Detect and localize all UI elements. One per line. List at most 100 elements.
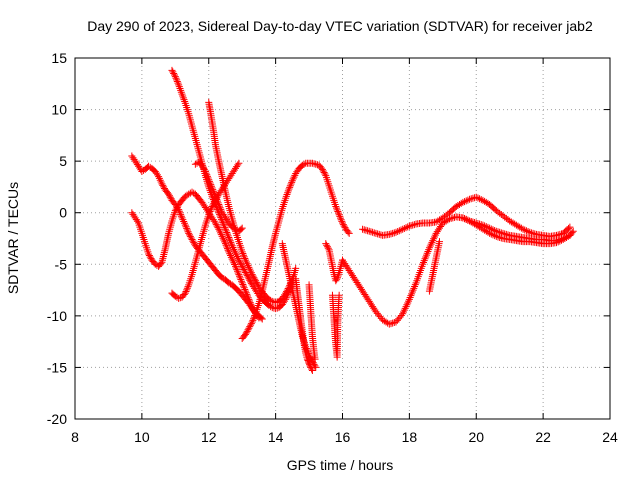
data-point	[208, 184, 216, 192]
data-point-fill	[185, 112, 195, 128]
data-point-fill	[300, 160, 308, 168]
data-point-fill	[474, 194, 485, 204]
data-point-fill	[142, 163, 151, 172]
data-point-fill	[252, 302, 262, 316]
data-point	[553, 239, 560, 247]
data-point-fill	[205, 204, 215, 217]
data-point-fill	[343, 227, 352, 236]
data-point	[435, 238, 443, 246]
data-point	[519, 225, 527, 233]
data-point-fill	[567, 229, 576, 238]
data-point-fill	[310, 160, 318, 168]
data-point-fill	[196, 196, 205, 205]
data-point	[332, 203, 340, 211]
data-point	[215, 200, 223, 208]
data-point	[268, 304, 276, 312]
series-track-i	[292, 275, 316, 375]
data-point-fill	[222, 241, 232, 254]
data-point-fill	[199, 200, 208, 210]
data-point	[232, 249, 239, 257]
data-point-fill	[236, 272, 246, 285]
data-point	[242, 256, 250, 264]
series-track-f	[191, 158, 246, 235]
data-point-fill	[286, 178, 296, 191]
data-point-fill	[326, 248, 334, 260]
data-point-fill	[149, 258, 158, 267]
data-point-fill	[229, 257, 239, 269]
data-point-fill	[360, 226, 372, 235]
x-tick-label: 12	[201, 429, 217, 445]
data-point-fill	[433, 248, 441, 260]
data-point-fill	[246, 276, 255, 287]
data-point	[245, 295, 253, 303]
data-point-fill	[192, 192, 202, 201]
data-point-fill	[426, 231, 439, 250]
data-point-fill	[216, 187, 225, 196]
data-point	[332, 277, 340, 285]
series-track-k	[322, 240, 346, 285]
data-point-fill	[454, 199, 465, 209]
data-point-fill	[249, 305, 259, 316]
data-point	[285, 185, 293, 193]
data-point-fill	[249, 311, 259, 324]
data-point-fill	[176, 198, 185, 207]
data-point-fill	[554, 236, 566, 246]
data-point	[232, 262, 239, 270]
data-point-fill	[414, 219, 425, 228]
data-point	[242, 269, 250, 277]
data-point	[566, 223, 574, 231]
series-track-j	[305, 281, 319, 363]
data-point	[211, 219, 219, 227]
data-point-fill	[487, 202, 499, 213]
data-point-fill	[467, 194, 479, 203]
data-point-fill	[304, 357, 313, 366]
y-tick-label: 5	[59, 153, 67, 169]
y-tick-label: -5	[55, 256, 68, 272]
data-point-fill	[481, 197, 492, 207]
data-point-fill	[367, 228, 378, 237]
data-point-fill	[527, 229, 539, 238]
data-point	[158, 180, 166, 188]
data-point-fill	[192, 137, 202, 153]
data-point-fill	[225, 205, 236, 221]
y-tick-label: 0	[59, 205, 67, 221]
data-point-fill	[429, 264, 438, 277]
data-point	[228, 255, 236, 263]
y-tick-label: -15	[47, 359, 67, 375]
data-point-fill	[210, 130, 219, 147]
data-point	[566, 231, 574, 239]
data-point-fill	[255, 289, 266, 305]
data-point-fill	[428, 273, 436, 285]
data-point-fill	[203, 205, 212, 215]
data-point	[252, 277, 260, 285]
data-point-fill	[222, 227, 232, 240]
data-point-fill	[501, 235, 512, 243]
data-point-fill	[246, 265, 255, 277]
data-point-fill	[223, 216, 232, 225]
data-point-fill	[209, 198, 219, 209]
data-point-fill	[215, 210, 225, 223]
data-point	[486, 229, 494, 237]
data-point-fill	[212, 221, 222, 232]
data-point-fill	[202, 213, 212, 227]
data-point-fill	[267, 296, 275, 304]
data-point-fill	[527, 238, 539, 246]
data-point-fill	[172, 202, 182, 213]
data-point-fill	[267, 303, 275, 311]
data-point-fill	[276, 295, 285, 304]
data-point-fill	[239, 264, 249, 275]
data-point-fill	[309, 359, 319, 370]
data-point-fill	[327, 256, 336, 268]
data-point-fill	[219, 219, 229, 232]
data-point	[308, 159, 316, 167]
data-point	[198, 161, 206, 169]
data-point	[235, 271, 243, 279]
x-tick-label: 22	[535, 429, 551, 445]
x-tick-label: 14	[268, 429, 284, 445]
data-point-fill	[276, 207, 286, 223]
data-point-fill	[431, 256, 440, 268]
data-point-fill	[302, 351, 311, 361]
data-point-fill	[316, 163, 325, 172]
data-point	[459, 198, 467, 206]
data-point-fill	[216, 227, 225, 239]
